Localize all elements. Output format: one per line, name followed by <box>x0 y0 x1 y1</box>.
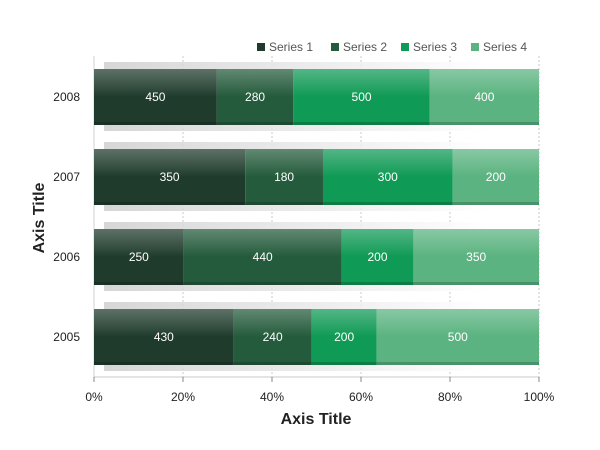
data-label: 400 <box>474 90 494 104</box>
bar-bottom-edge <box>233 362 312 365</box>
bar-highlight <box>413 229 539 257</box>
data-label: 440 <box>253 250 273 264</box>
legend-label: Series 2 <box>343 40 387 54</box>
bar-bottom-edge <box>341 282 414 285</box>
bar-highlight <box>94 229 184 257</box>
bar-highlight <box>233 309 312 337</box>
bar-highlight <box>452 149 539 177</box>
data-label: 350 <box>160 170 180 184</box>
x-tick-label: 100% <box>524 390 555 404</box>
legend: Series 1 Series 2 Series 3 Series 4 <box>257 40 527 54</box>
bar-bottom-edge <box>94 122 217 125</box>
bar-highlight <box>183 229 342 257</box>
bar-highlight <box>311 309 377 337</box>
bar-bottom-edge <box>413 282 539 285</box>
bar-bottom-edge <box>311 362 377 365</box>
bar-highlight <box>245 149 323 177</box>
bar-highlight <box>94 149 246 177</box>
bar-bottom-edge <box>216 122 294 125</box>
bar-bottom-edge <box>293 122 430 125</box>
x-tick-label: 20% <box>171 390 195 404</box>
bar-shadow <box>104 142 489 150</box>
data-label: 240 <box>263 330 283 344</box>
x-axis-title: Axis Title <box>281 411 352 428</box>
legend-swatch <box>401 43 409 51</box>
data-label: 430 <box>154 330 174 344</box>
bar-highlight <box>293 69 430 97</box>
y-tick-label: 2005 <box>53 330 80 344</box>
x-tick-label: 0% <box>85 390 103 404</box>
bar-bottom-edge <box>94 282 184 285</box>
y-tick-label: 2006 <box>53 250 80 264</box>
bar-shadow <box>104 284 489 291</box>
bar-shadow <box>104 364 489 371</box>
legend-swatch <box>331 43 339 51</box>
data-label: 200 <box>334 330 354 344</box>
bar-highlight <box>376 309 539 337</box>
bar-bottom-edge <box>183 282 342 285</box>
data-label: 200 <box>486 170 506 184</box>
data-label: 280 <box>245 90 265 104</box>
bar-shadow <box>104 302 489 310</box>
data-label: 300 <box>378 170 398 184</box>
x-tick-label: 80% <box>438 390 462 404</box>
legend-label: Series 3 <box>413 40 457 54</box>
bar-shadow <box>104 62 489 70</box>
bar-layer: 450 280 500 400 350 180 300 200 250 440 200 350 430 2… <box>94 62 539 371</box>
x-tick-label: 40% <box>260 390 284 404</box>
y-tick-label: 2008 <box>53 90 80 104</box>
legend-swatch <box>257 43 265 51</box>
bar-bottom-edge <box>376 362 539 365</box>
data-label: 250 <box>129 250 149 264</box>
axis-layer: 0% 20% 40% 60% 80% 100% 2008 2007 2006 2005 <box>53 90 554 404</box>
bar-highlight <box>94 309 234 337</box>
bar-shadow <box>104 222 489 230</box>
x-tick-label: 60% <box>349 390 373 404</box>
bar-bottom-edge <box>322 202 453 205</box>
bar-bottom-edge <box>452 202 539 205</box>
data-label: 500 <box>448 330 468 344</box>
bar-shadow <box>104 124 489 131</box>
bar-bottom-edge <box>94 202 246 205</box>
bar-bottom-edge <box>94 362 234 365</box>
bar-highlight <box>94 69 217 97</box>
bar-highlight <box>429 69 539 97</box>
legend-label: Series 4 <box>483 40 527 54</box>
bar-highlight <box>322 149 453 177</box>
bar-highlight <box>216 69 294 97</box>
bar-bottom-edge <box>429 122 539 125</box>
data-label: 350 <box>466 250 486 264</box>
bar-highlight <box>341 229 414 257</box>
bar-bottom-edge <box>245 202 323 205</box>
y-axis-title: Axis Title <box>31 182 48 253</box>
data-label: 200 <box>367 250 387 264</box>
y-tick-label: 2007 <box>53 170 80 184</box>
data-label: 500 <box>352 90 372 104</box>
legend-label: Series 1 <box>269 40 313 54</box>
data-label: 180 <box>274 170 294 184</box>
data-label: 450 <box>145 90 165 104</box>
bar-shadow <box>104 204 489 211</box>
legend-swatch <box>471 43 479 51</box>
